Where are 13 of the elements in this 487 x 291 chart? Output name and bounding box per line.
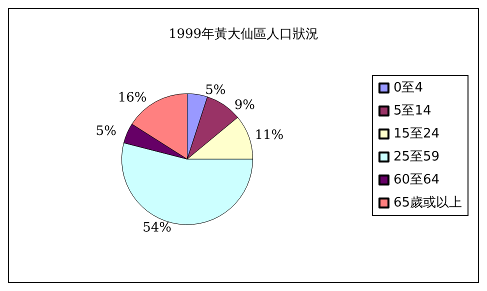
chart-title: 1999年黃大仙區人口狀況 [168, 27, 319, 42]
data-label: 16% [118, 90, 147, 106]
data-label: 54% [142, 220, 172, 236]
data-label: 5% [205, 82, 226, 98]
legend-label: 0至4 [393, 80, 424, 96]
legend-label: 65歲或以上 [393, 196, 462, 210]
data-label: 9% [234, 98, 255, 113]
legend-label: 25至59 [393, 150, 440, 164]
data-label: 5% [96, 124, 116, 140]
data-label: 11% [254, 128, 284, 144]
legend-label: 60至64 [393, 172, 440, 188]
legend-label: 15至24 [393, 126, 440, 142]
legend-label: 5至14 [393, 104, 432, 118]
